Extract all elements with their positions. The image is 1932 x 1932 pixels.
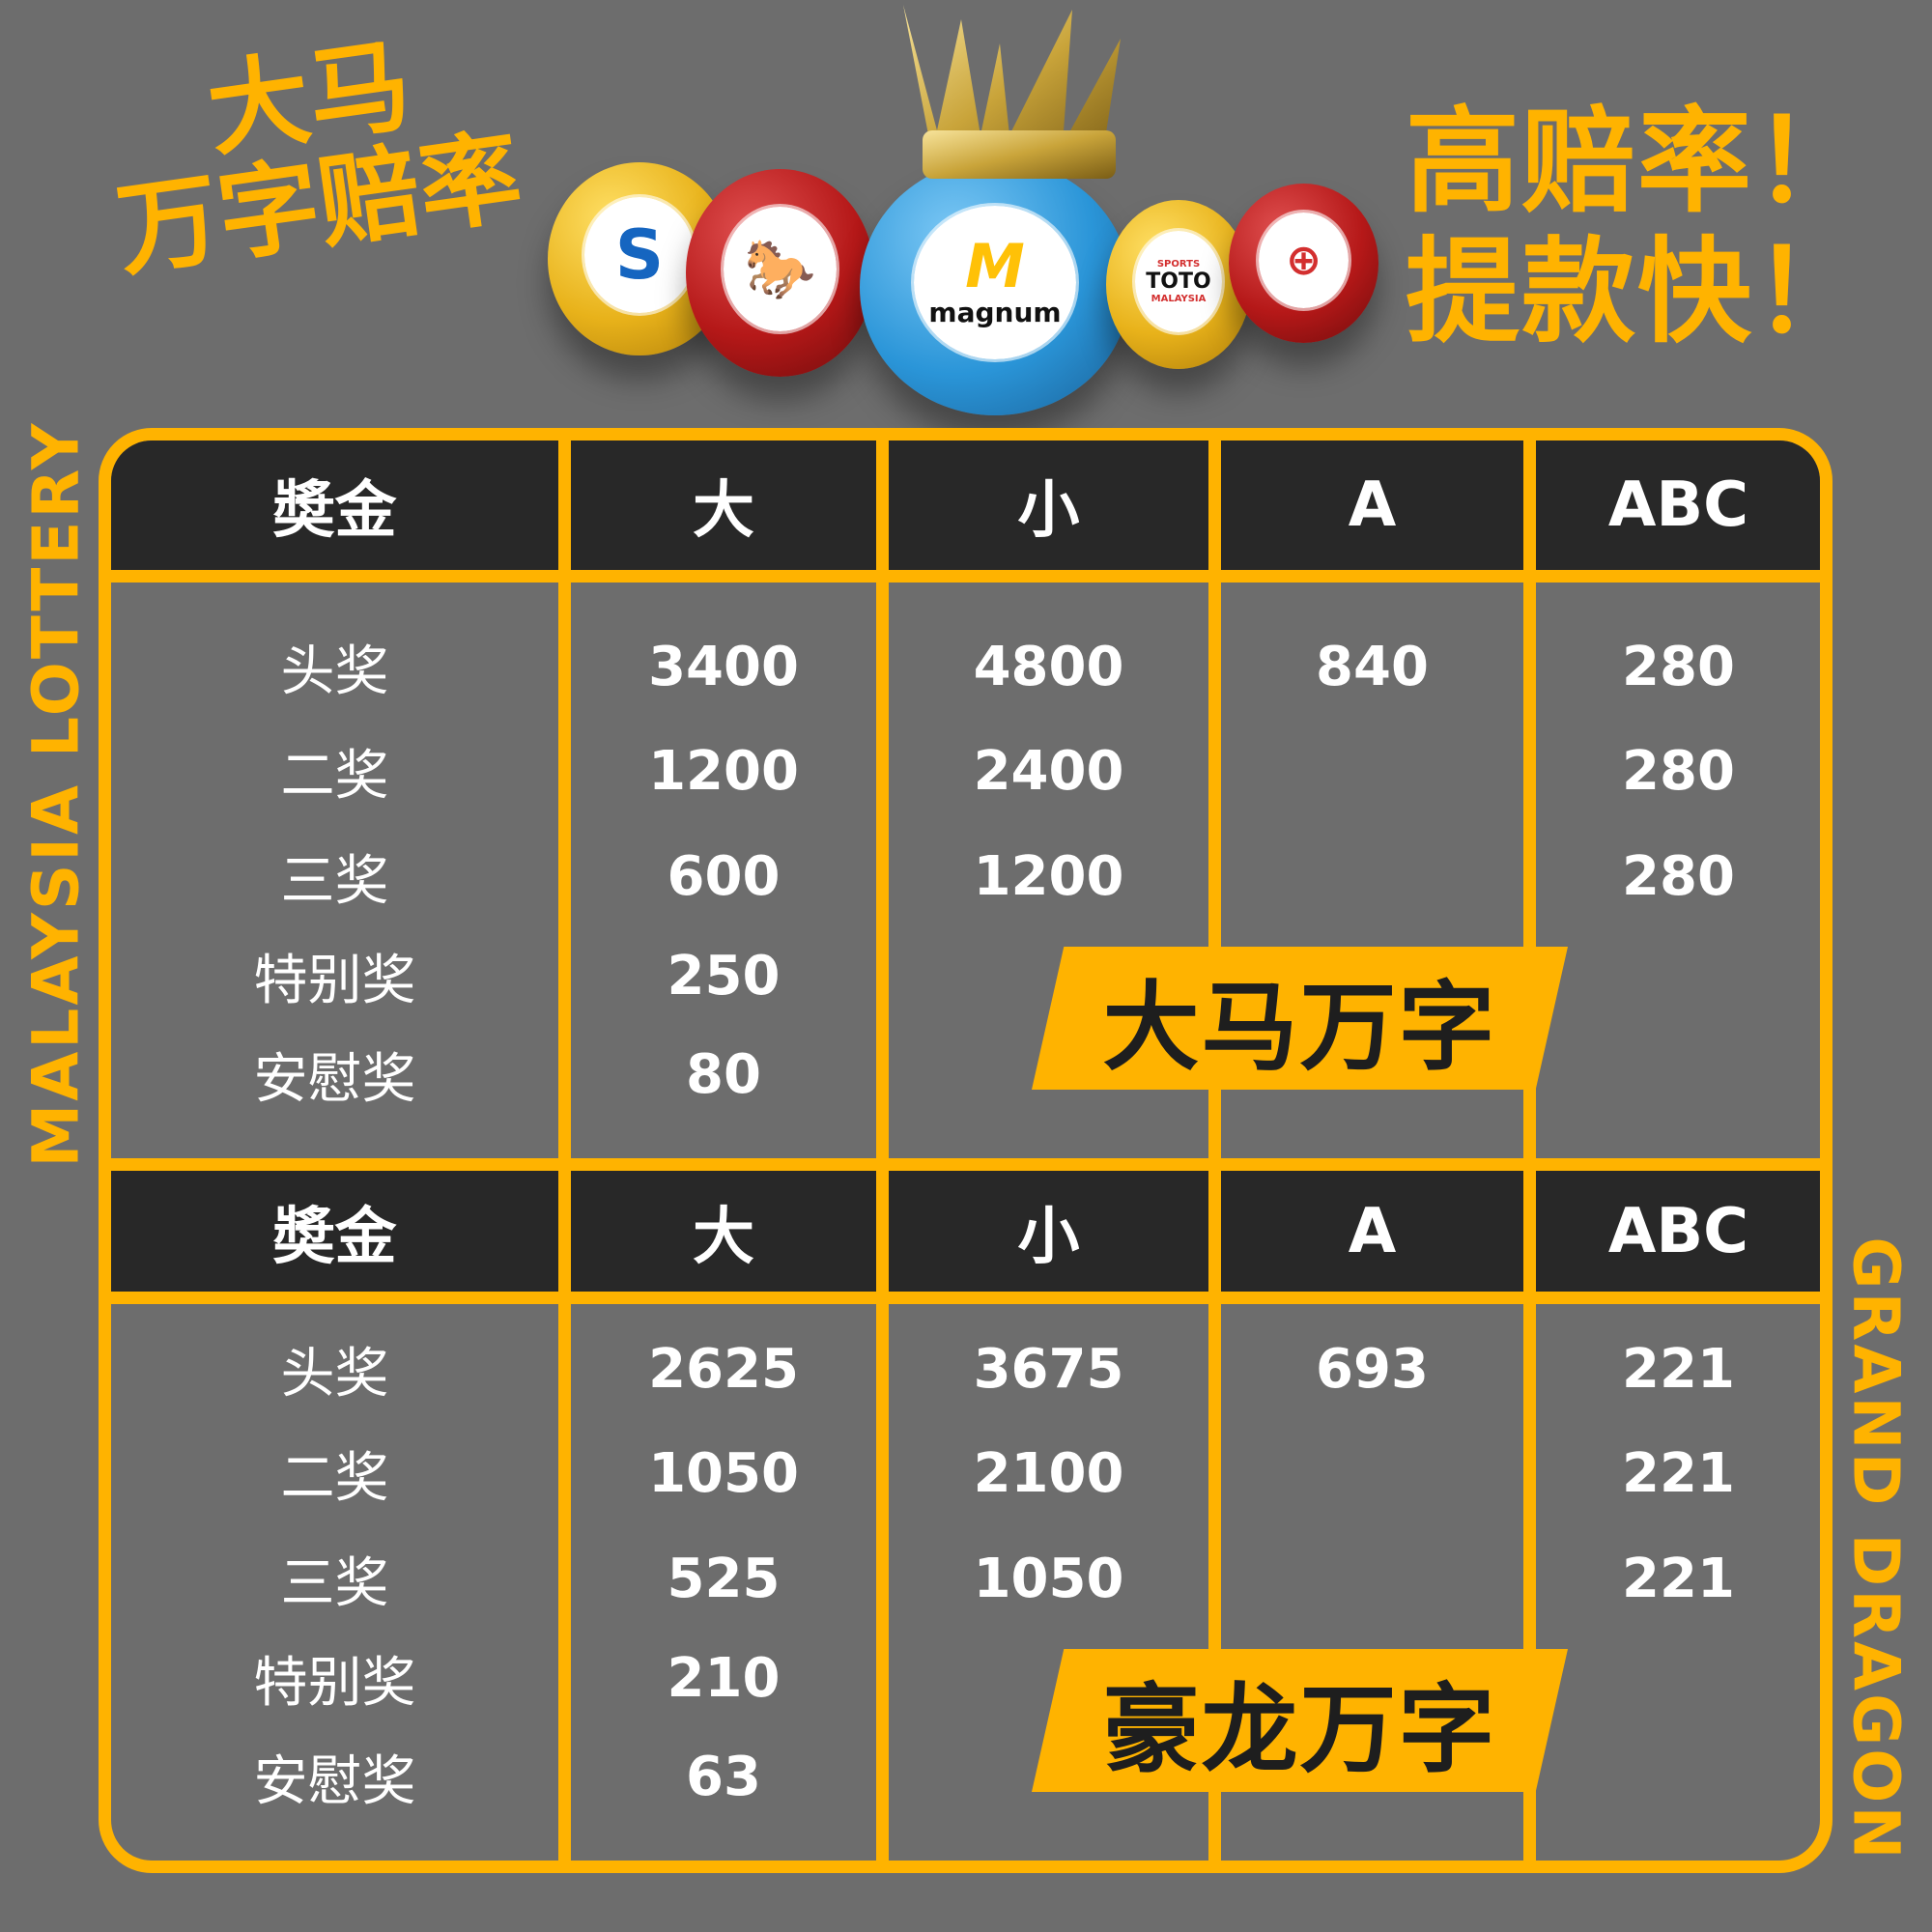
prize-label: 二奖 (280, 744, 389, 808)
divider (1523, 440, 1536, 1861)
prize-label: 特别奖 (253, 949, 416, 1012)
odds-value: 2100 (973, 1441, 1124, 1505)
odds-value: 210 (667, 1646, 781, 1710)
odds-value: 525 (667, 1547, 781, 1610)
column-header: A (1348, 1195, 1397, 1267)
toto-label: TOTO (1146, 269, 1211, 294)
odds-value: 3675 (973, 1337, 1124, 1401)
divider (558, 440, 571, 1861)
odds-table: 大马万字 奬金大小 A ABC 头奖 3400 4800 840 280 二奖 1200 2400 28… (99, 428, 1833, 1873)
column-header: 小 (1017, 475, 1080, 547)
column-header: A (1348, 469, 1397, 541)
odds-value: 80 (686, 1042, 761, 1106)
odds-value: 63 (686, 1745, 761, 1808)
toto-logo: SPORTS TOTO MALAYSIA (1132, 227, 1225, 335)
divider (111, 570, 1820, 582)
magnum-label: magnum (928, 296, 1062, 328)
side-label-right: GRAND DRAGON (1838, 1236, 1914, 1862)
crown-icon (903, 5, 1121, 179)
prize-label: 头奖 (280, 639, 389, 703)
magnum-logo: M magnum (911, 202, 1079, 362)
odds-value: 840 (1316, 635, 1429, 698)
damacai-logo: S (582, 194, 697, 316)
odds-value: 280 (1622, 635, 1735, 698)
toto-ball-icon: SPORTS TOTO MALAYSIA (1106, 200, 1251, 369)
odds-value: 280 (1622, 739, 1735, 803)
odds-value: 221 (1622, 1441, 1735, 1505)
column-header: 小 (1017, 1201, 1080, 1273)
odds-value: 1200 (648, 739, 799, 803)
prize-label: 三奖 (280, 849, 389, 913)
prize-label: 安慰奖 (253, 1047, 416, 1111)
divider (111, 1292, 1820, 1304)
magnum-ball-icon: M magnum (860, 159, 1130, 415)
column-header: ABC (1607, 469, 1749, 541)
prize-label: 特别奖 (253, 1651, 416, 1715)
prize-label: 三奖 (280, 1551, 389, 1615)
odds-value: 221 (1622, 1337, 1735, 1401)
column-header: 奬金 (272, 475, 397, 547)
odds-value: 1050 (648, 1441, 799, 1505)
odds-value: 221 (1622, 1547, 1735, 1610)
odds-value: 600 (667, 844, 781, 908)
side-label-left: MALAYSIA LOTTERY (18, 420, 94, 1168)
toto-top-label: SPORTS (1156, 258, 1201, 270)
prize-label: 安慰奖 (253, 1749, 416, 1813)
column-header: 奬金 (272, 1201, 397, 1273)
column-header: 大 (693, 475, 754, 547)
odds-value: 1050 (973, 1547, 1124, 1610)
divider (876, 440, 889, 1861)
magnum-m-icon: M (965, 230, 1025, 301)
headline-right-line1: 高赔率！ (1406, 95, 1870, 228)
odds-value: 280 (1622, 844, 1735, 908)
odds-value: 250 (667, 944, 781, 1008)
headline-left-line2: 万字赔率 (110, 117, 528, 291)
odds-value: 2400 (973, 739, 1124, 803)
odds-value: 3400 (648, 635, 799, 698)
prize-label: 二奖 (280, 1446, 389, 1510)
odds-value: 4800 (973, 635, 1124, 698)
grand-dragon-ball-icon: ⊕ (1229, 184, 1378, 343)
divider (111, 1158, 1820, 1171)
grand-dragon-logo-icon: ⊕ (1256, 209, 1351, 311)
odds-value: 1200 (973, 844, 1124, 908)
headline-right-line2: 提款快！ (1406, 225, 1870, 358)
divider (1208, 440, 1221, 1861)
column-header: 大 (693, 1201, 754, 1273)
odds-value: 2625 (648, 1337, 799, 1401)
prize-label: 头奖 (280, 1342, 389, 1406)
headline-left: 大马 万字赔率 (97, 21, 528, 291)
toto-bottom-label: MALAYSIA (1151, 293, 1207, 304)
odds-value: 693 (1316, 1337, 1429, 1401)
horse-ball-icon: 🐎 (686, 169, 874, 377)
brand-banner: 大马万字 (1032, 947, 1568, 1090)
column-header: ABC (1607, 1195, 1749, 1267)
headline-right: 高赔率！ 提款快！ (1406, 97, 1869, 357)
brand-banner: 豪龙万字 (1032, 1649, 1568, 1792)
horse-logo-icon: 🐎 (721, 203, 839, 334)
